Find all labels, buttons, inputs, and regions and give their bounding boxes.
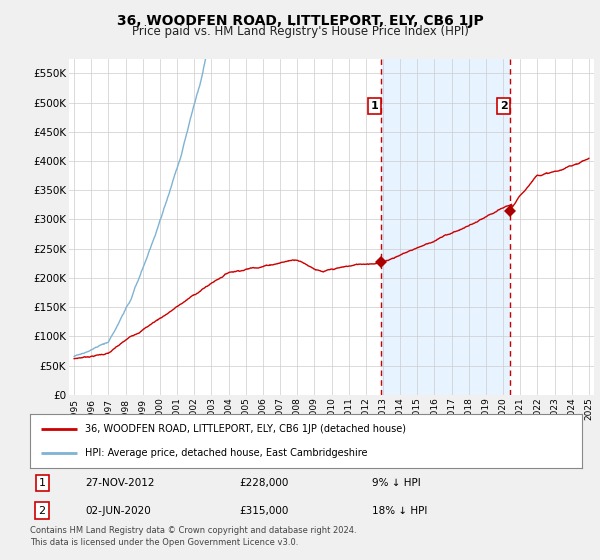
Text: 36, WOODFEN ROAD, LITTLEPORT, ELY, CB6 1JP: 36, WOODFEN ROAD, LITTLEPORT, ELY, CB6 1…	[116, 14, 484, 28]
Text: 2: 2	[500, 101, 508, 111]
Text: 2: 2	[38, 506, 46, 516]
Text: 27-NOV-2012: 27-NOV-2012	[85, 478, 155, 488]
Text: £315,000: £315,000	[240, 506, 289, 516]
Bar	[381, 59, 510, 395]
Text: 18% ↓ HPI: 18% ↓ HPI	[372, 506, 428, 516]
Text: 36, WOODFEN ROAD, LITTLEPORT, ELY, CB6 1JP (detached house): 36, WOODFEN ROAD, LITTLEPORT, ELY, CB6 1…	[85, 424, 406, 435]
Text: 1: 1	[371, 101, 379, 111]
Text: 9% ↓ HPI: 9% ↓ HPI	[372, 478, 421, 488]
Text: 1: 1	[38, 478, 46, 488]
Text: Contains HM Land Registry data © Crown copyright and database right 2024.
This d: Contains HM Land Registry data © Crown c…	[30, 526, 356, 547]
Text: HPI: Average price, detached house, East Cambridgeshire: HPI: Average price, detached house, East…	[85, 447, 368, 458]
Text: 02-JUN-2020: 02-JUN-2020	[85, 506, 151, 516]
Text: Price paid vs. HM Land Registry's House Price Index (HPI): Price paid vs. HM Land Registry's House …	[131, 25, 469, 38]
Text: £228,000: £228,000	[240, 478, 289, 488]
